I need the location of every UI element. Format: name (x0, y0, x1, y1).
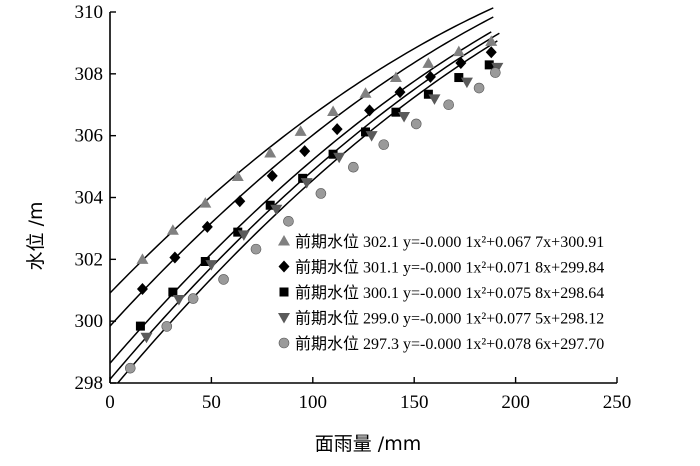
data-point (233, 227, 243, 237)
data-point (398, 111, 411, 123)
y-tick-label: 304 (75, 188, 104, 209)
data-point (452, 45, 465, 57)
data-point (389, 71, 402, 83)
data-point (200, 256, 210, 266)
legend-entry-label: 前期水位 297.3 y=-0.000 1x²+0.078 6x+297.70 (295, 335, 604, 353)
y-tick-label: 300 (75, 311, 104, 332)
data-point (485, 46, 497, 59)
data-point (205, 260, 218, 271)
axes: 0 50 100 150 200 250 298 300 302 304 306 308 310 (75, 2, 632, 413)
data-point (348, 161, 359, 173)
data-point (473, 82, 485, 94)
data-points (124, 35, 504, 374)
data-point (364, 104, 376, 117)
data-point (422, 57, 435, 68)
y-tick-label: 298 (75, 373, 104, 394)
data-point (279, 287, 289, 297)
legend-entry-label: 前期水位 301.1 y=-0.000 1x²+0.071 8x+299.84 (295, 259, 604, 277)
data-point (443, 99, 454, 111)
x-axis-title: 面雨量 /mm (315, 433, 421, 455)
x-tick-label: 50 (202, 392, 221, 413)
data-point (266, 169, 278, 182)
x-tick-label: 0 (105, 392, 115, 413)
data-point (231, 170, 244, 181)
y-axis-title: 水位 /m (25, 202, 47, 271)
data-point (136, 253, 149, 264)
data-point (327, 105, 340, 117)
data-point (333, 152, 346, 164)
fit-curve (109, 16, 494, 327)
data-point (124, 362, 136, 374)
data-point (359, 87, 372, 98)
data-point (140, 332, 153, 344)
data-point (410, 118, 422, 130)
data-point (161, 321, 173, 332)
data-point (278, 260, 290, 273)
data-point (201, 220, 213, 233)
data-point (484, 60, 494, 70)
data-point (265, 200, 275, 210)
data-point (391, 107, 401, 117)
data-point (168, 287, 178, 297)
data-point (278, 235, 290, 246)
data-point (250, 243, 262, 255)
data-point (218, 274, 229, 285)
data-point (172, 295, 185, 306)
x-tick-label: 200 (501, 392, 530, 413)
data-point (460, 77, 473, 89)
data-point (136, 283, 148, 296)
data-point (328, 149, 338, 159)
y-tick-label: 310 (75, 2, 104, 23)
data-point (423, 89, 433, 99)
legend-entry-label: 前期水位 299.0 y=-0.000 1x²+0.077 5x+298.12 (295, 310, 604, 328)
x-tick-label: 250 (603, 392, 632, 413)
data-point (365, 131, 378, 142)
data-point (454, 73, 464, 83)
data-point (485, 35, 498, 46)
data-point (264, 146, 277, 158)
data-point (283, 216, 294, 227)
data-point (455, 57, 467, 70)
data-point (490, 67, 501, 78)
data-point (424, 70, 436, 83)
data-point (315, 188, 327, 199)
data-point (234, 195, 246, 208)
data-point (361, 127, 371, 137)
legend: 前期水位 302.1 y=-0.000 1x²+0.067 7x+300.91 前… (278, 233, 604, 353)
data-point (278, 313, 290, 324)
y-tick-label: 308 (75, 64, 104, 85)
data-point (331, 123, 343, 136)
x-tick-label: 100 (299, 392, 328, 413)
y-tick-label: 306 (75, 126, 104, 147)
data-point (300, 178, 313, 189)
data-point (169, 251, 181, 264)
x-tick-label: 150 (400, 392, 429, 413)
fit-curve (117, 40, 498, 384)
data-point (394, 86, 406, 99)
data-point (278, 337, 290, 349)
data-point (187, 293, 199, 304)
data-point (294, 125, 307, 136)
data-point (378, 139, 390, 150)
data-point (135, 321, 145, 331)
data-point (428, 94, 441, 105)
y-tick-label: 302 (75, 249, 104, 270)
data-point (270, 204, 283, 216)
data-point (237, 230, 250, 241)
legend-entry-label: 前期水位 302.1 y=-0.000 1x²+0.067 7x+300.91 (295, 233, 604, 251)
data-point (199, 197, 212, 208)
legend-entry-label: 前期水位 300.1 y=-0.000 1x²+0.075 8x+298.64 (295, 284, 604, 302)
data-point (299, 145, 311, 158)
data-point (166, 224, 179, 235)
